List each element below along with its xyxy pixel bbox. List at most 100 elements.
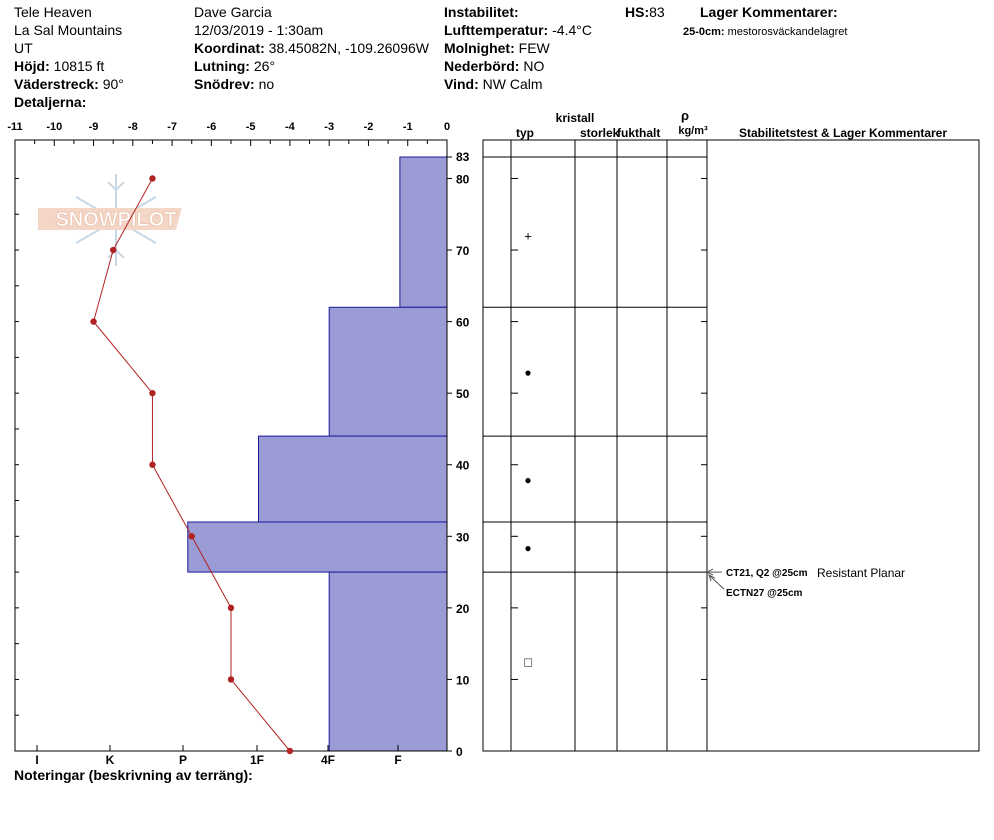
wind-label: Vind: [444, 76, 479, 92]
col-stability-header: Stabilitetstest & Lager Kommentarer [739, 126, 947, 140]
height-tick-label-20: 20 [456, 602, 470, 616]
stability-arrow-1 [708, 574, 725, 590]
height-tick-label-80: 80 [456, 172, 470, 186]
col-fukthalt-header: fukthalt [617, 126, 660, 140]
temp-tick-label-3: -8 [128, 121, 138, 133]
hardness-tick-label-0: I [35, 753, 38, 767]
slope-value: 26° [253, 58, 276, 74]
temp-tick-label-0: -11 [7, 121, 22, 133]
height-tick-label-83: 83 [456, 150, 470, 164]
hardness-layer-2 [257, 435, 448, 523]
layer-comment-depth: 25-0cm: [683, 26, 725, 38]
wind-drift-value: no [258, 76, 275, 92]
temp-tick-label-5: -6 [206, 121, 216, 133]
mountain-range: La Sal Mountains [14, 22, 123, 38]
temp-tick-label-6: -5 [246, 121, 256, 133]
snow-height-value: 83 [649, 4, 665, 20]
snow-height-label: HS: [625, 4, 650, 20]
hardness-tick-label-4: 4F [321, 753, 335, 767]
stability-test-0-label: CT21, Q2 @25cm [726, 568, 808, 579]
hardness-tick-label-2: P [179, 753, 187, 767]
layer-table-frame [482, 139, 980, 752]
height-tick-label-0: 0 [456, 745, 463, 759]
observation-datetime: 12/03/2019 - 1:30am [194, 22, 324, 38]
grain-symbol-3: ● [524, 541, 531, 555]
stability-test-0-comment: Resistant Planar [817, 566, 905, 580]
precipitation-value: NO [523, 58, 545, 74]
height-tick-label-40: 40 [456, 459, 470, 473]
precipitation: Nederbörd: NO [444, 58, 544, 74]
aspect-label: Väderstreck: [14, 76, 99, 92]
stability-arrowhead-0 [705, 568, 714, 576]
temperature-point-7 [227, 676, 235, 683]
coordinates-label: Koordinat: [194, 40, 265, 56]
slope-label: Lutning: [194, 58, 250, 74]
col-storlek-header: storlek [580, 126, 620, 140]
temp-tick-label-9: -2 [364, 121, 374, 133]
height-tick-label-60: 60 [456, 316, 470, 330]
wind-drift: Snödrev: no [194, 76, 274, 92]
wind-drift-label: Snödrev: [194, 76, 255, 92]
location-name: Tele Heaven [14, 4, 92, 20]
air-temperature: Lufttemperatur: -4.4°C [444, 22, 592, 38]
precipitation-label: Nederbörd: [444, 58, 520, 74]
col-kristall-header: kristall [556, 111, 595, 125]
aspect: Väderstreck: 90° [14, 76, 124, 92]
temp-tick-label-11: 0 [444, 121, 450, 133]
stability-test-1-label: ECTN27 @25cm [726, 588, 803, 599]
hardness-tick-label-3: 1F [250, 753, 264, 767]
cloud-cover: Molnighet: FEW [444, 40, 550, 56]
temperature-point-3 [149, 389, 156, 397]
height-tick-label-70: 70 [456, 244, 470, 258]
wind-value: NW Calm [482, 76, 543, 92]
observer-name: Dave Garcia [194, 4, 272, 20]
temperature-point-4 [149, 461, 156, 468]
temp-tick-label-10: -1 [403, 121, 413, 133]
grain-symbol-1: ● [524, 366, 531, 380]
temp-tick-label-4: -7 [167, 121, 177, 133]
temperature-point-8 [286, 747, 294, 755]
temp-tick-label-1: -10 [46, 121, 62, 133]
height-tick-label-50: 50 [456, 387, 470, 401]
col-typ-header: typ [516, 126, 534, 140]
coordinates-value: 38.45082N, -109.26096W [268, 40, 429, 56]
temperature-point-6 [227, 604, 235, 612]
temp-tick-label-8: -3 [324, 121, 334, 133]
terrain-notes-label: Noteringar (beskrivning av terräng): [14, 767, 253, 783]
air-temperature-label: Lufttemperatur: [444, 22, 549, 38]
hardness-tick-label-1: K [106, 753, 115, 767]
temp-tick-label-2: -9 [89, 121, 99, 133]
grain-symbol-2: ● [524, 473, 531, 487]
elevation: Höjd: 10815 ft [14, 58, 104, 74]
cloud-cover-label: Molnighet: [444, 40, 515, 56]
details-label: Detaljerna: [14, 94, 87, 110]
air-temperature-value: -4.4°C [552, 22, 592, 38]
col-rho-header: ρ [681, 108, 689, 123]
aspect-value: 90° [102, 76, 124, 92]
col-density-unit-header: kg/m³ [678, 125, 708, 137]
temperature-point-0 [149, 175, 156, 182]
grain-symbol-0: + [524, 229, 532, 244]
instability-label: Instabilitet: [444, 4, 519, 20]
grain-symbol-4: □ [524, 655, 532, 670]
layer-comments-label: Lager Kommentarer: [700, 4, 838, 20]
elevation-value: 10815 ft [53, 58, 105, 74]
temperature-point-2 [90, 318, 97, 325]
elevation-label: Höjd: [14, 58, 50, 74]
height-tick-label-10: 10 [456, 673, 470, 687]
hardness-layer-0 [399, 156, 448, 308]
layer-comment: 25-0cm: mestorosväckandelagret [683, 24, 847, 40]
coordinates: Koordinat: 38.45082N, -109.26096W [194, 40, 429, 56]
stability-arrowhead-1 [708, 574, 716, 582]
layer-comment-text: mestorosväckandelagret [727, 26, 848, 38]
temp-tick-label-7: -4 [285, 121, 296, 133]
hardness-tick-label-5: F [394, 753, 401, 767]
cloud-cover-value: FEW [518, 40, 550, 56]
slope: Lutning: 26° [194, 58, 275, 74]
state: UT [14, 40, 33, 56]
snowpilot-logo: SNOWPILOT [38, 174, 182, 266]
temperature-point-1 [109, 246, 117, 254]
snow-height: HS:83 [625, 4, 665, 20]
hardness-layer-3 [187, 521, 448, 573]
